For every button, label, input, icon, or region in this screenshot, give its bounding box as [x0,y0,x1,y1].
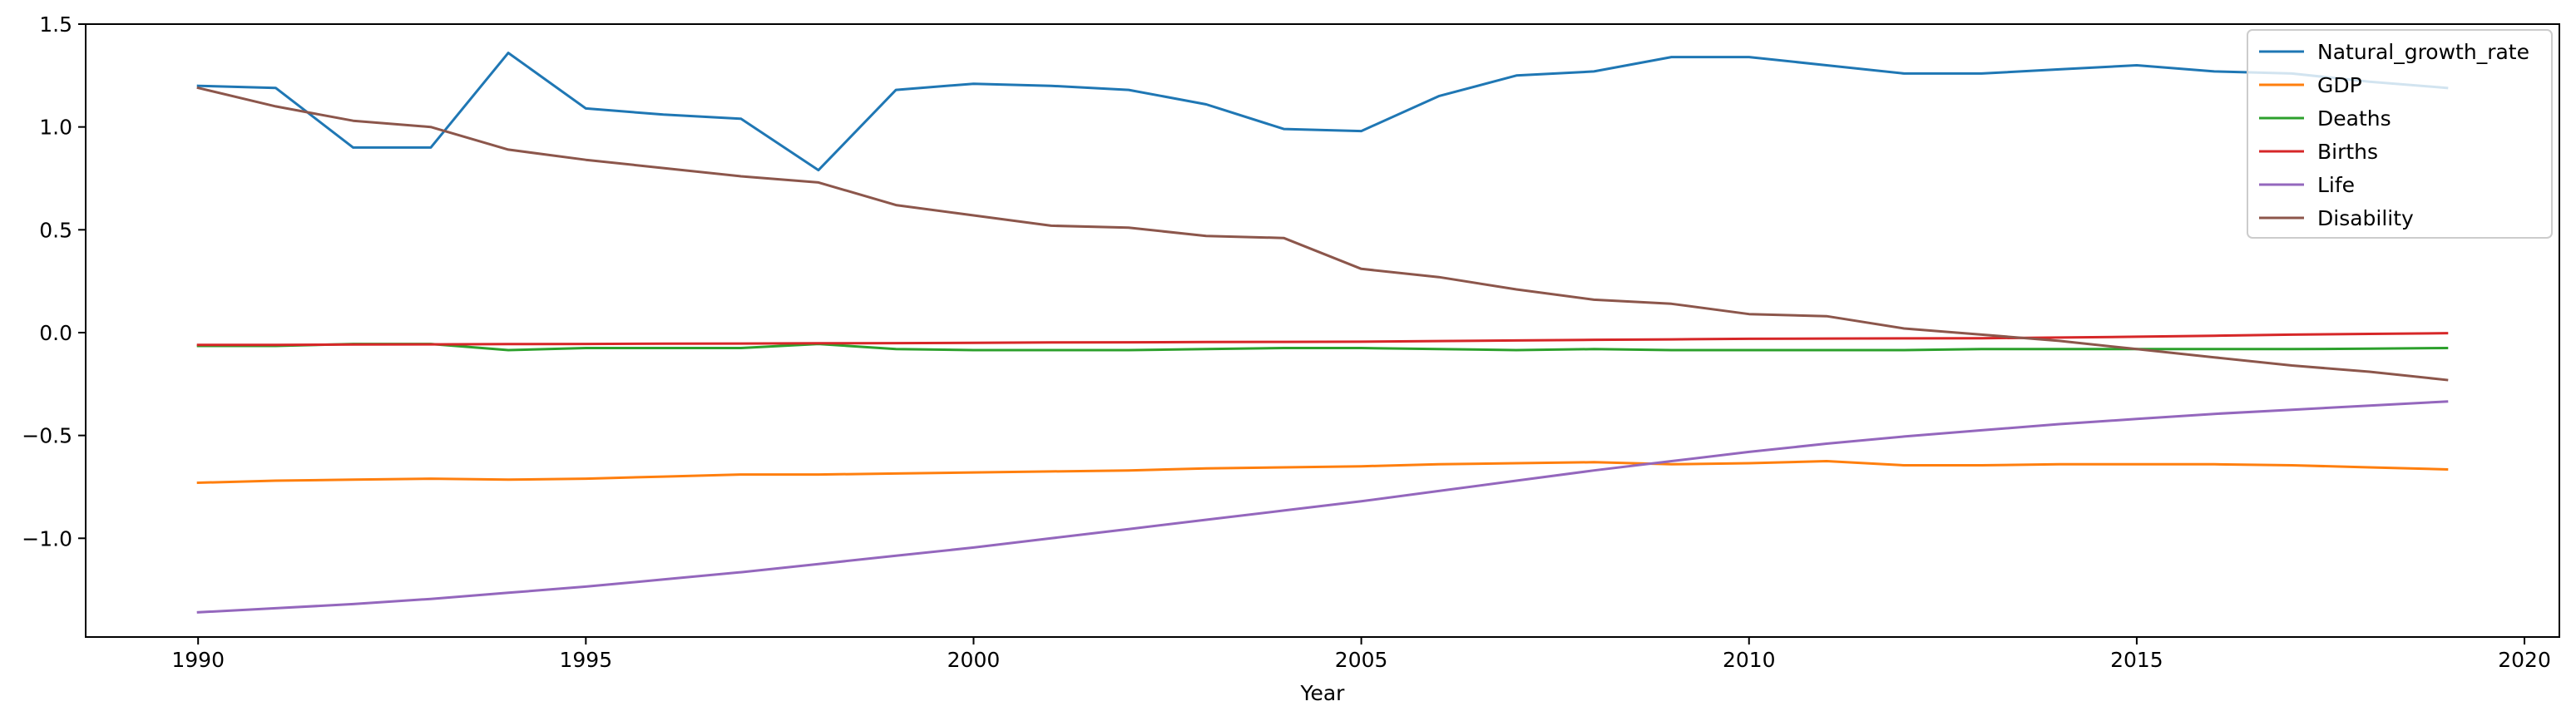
x-tick-label: 2020 [2498,648,2551,672]
y-tick-label: 0.5 [39,218,72,242]
y-tick-label: −1.0 [22,526,72,551]
x-axis-title: Year [1300,681,1346,705]
x-tick-label: 1990 [171,648,225,672]
series-line-natural-growth-rate [196,52,2449,172]
legend-entry: Natural_growth_rate [2317,40,2529,64]
series-line-disability [196,86,2449,382]
x-tick-label: 2000 [947,648,1001,672]
x-tick-label: 2015 [2110,648,2163,672]
y-tick-label: 1.5 [39,12,72,37]
x-tick-label: 1995 [560,648,613,672]
x-tick-label: 2005 [1335,648,1388,672]
series-line-gdp [196,460,2449,485]
legend-entry: GDP [2317,73,2362,97]
x-tick-label: 2010 [1723,648,1776,672]
plot-frame [85,23,2560,638]
y-tick-label: −0.5 [22,424,72,448]
series-line-life [196,400,2449,614]
legend-entry: Disability [2317,206,2414,230]
y-axis: −1.0 −0.5 0.0 0.5 1.0 1.5 [22,12,86,551]
legend: Natural_growth_rate GDP Deaths Births Life Di… [2247,29,2553,239]
legend-entry: Deaths [2317,106,2391,131]
plot-lines [196,52,2449,614]
y-tick-label: 1.0 [39,116,72,140]
series-line-deaths [196,343,2449,352]
legend-entry: Births [2317,140,2378,164]
legend-box [2247,29,2553,239]
series-line-births [196,332,2449,347]
x-axis: 1990 1995 2000 2005 2010 2015 2020 [171,637,2551,672]
y-tick-label: 0.0 [39,321,72,345]
legend-entry: Life [2317,173,2355,197]
